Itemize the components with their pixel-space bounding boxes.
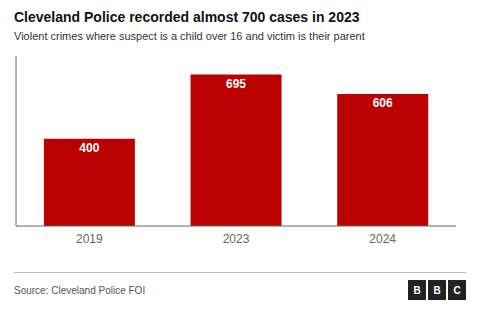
html-text:B: B	[413, 284, 421, 296]
svg-text:2024: 2024	[369, 232, 396, 246]
html-text:Violent crimes where suspect i: Violent crimes where suspect is a child …	[14, 30, 365, 42]
svg-text:606: 606	[373, 96, 393, 110]
svg-text:2023: 2023	[223, 232, 250, 246]
svg-text:2019: 2019	[76, 232, 103, 246]
html-text:Cleveland Police recorded almo: Cleveland Police recorded almost 700 cas…	[14, 9, 360, 25]
svg-text:695: 695	[226, 77, 246, 91]
html-text:Source: Cleveland Police FOI: Source: Cleveland Police FOI	[14, 285, 146, 296]
html-text:B: B	[433, 284, 441, 296]
svg-text:400: 400	[79, 141, 99, 155]
html-text:C: C	[453, 284, 461, 296]
